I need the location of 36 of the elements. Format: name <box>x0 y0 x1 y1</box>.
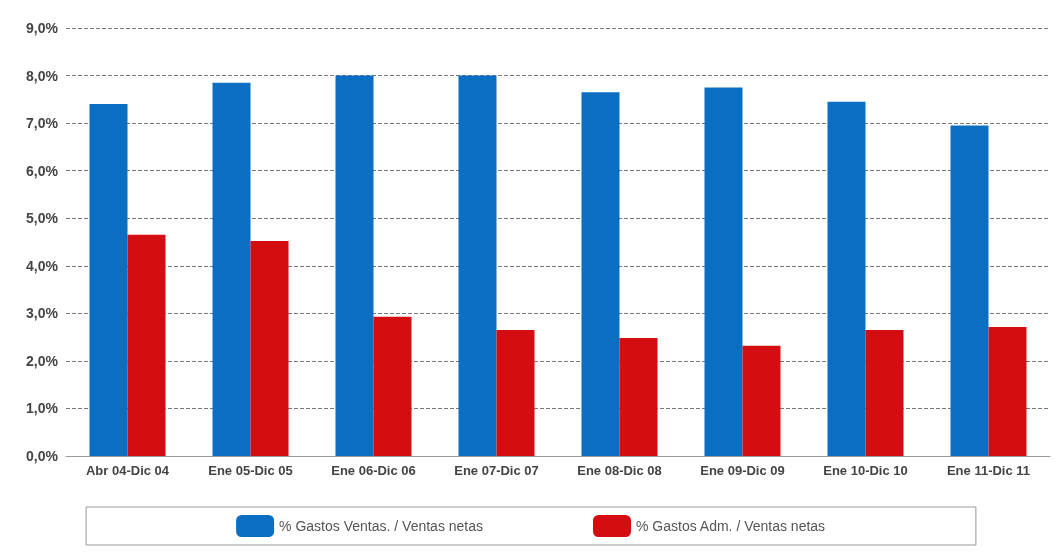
bar <box>742 345 781 456</box>
y-tick-label: 1,0% <box>26 400 59 417</box>
y-tick-label: 0,0% <box>26 448 59 464</box>
bar <box>127 234 166 456</box>
bar <box>619 338 658 456</box>
x-tick-label: Ene 05-Dic 05 <box>208 463 293 478</box>
x-tick-label: Ene 07-Dic 07 <box>454 463 539 478</box>
bar <box>950 125 989 456</box>
bar <box>373 316 412 456</box>
bar <box>335 75 374 456</box>
y-tick-label: 8,0% <box>26 67 59 84</box>
x-tick-label: Abr 04-Dic 04 <box>85 463 170 478</box>
x-tick-label: Ene 08-Dic 08 <box>577 463 662 478</box>
legend-label: % Gastos Adm. / Ventas netas <box>636 518 826 534</box>
bar <box>865 329 904 456</box>
y-tick-label: 9,0% <box>26 20 59 36</box>
y-tick-label: 7,0% <box>26 115 59 132</box>
x-tick-label: Ene 09-Dic 09 <box>700 463 785 478</box>
x-tick-label: Ene 06-Dic 06 <box>331 463 416 478</box>
bar <box>827 101 866 456</box>
bar <box>250 241 289 456</box>
bar <box>212 82 251 456</box>
bar <box>496 329 535 456</box>
y-tick-label: 3,0% <box>26 305 59 322</box>
bar <box>581 92 620 456</box>
y-tick-label: 2,0% <box>26 352 59 369</box>
bar <box>704 87 743 456</box>
bar <box>988 327 1027 456</box>
bar <box>458 75 497 456</box>
y-tick-label: 6,0% <box>26 162 59 179</box>
legend-label: % Gastos Ventas. / Ventas netas <box>279 518 484 534</box>
y-tick-label: 4,0% <box>26 257 59 274</box>
bar <box>89 104 128 456</box>
x-tick-label: Ene 10-Dic 10 <box>823 463 908 478</box>
y-tick-label: 5,0% <box>26 210 59 227</box>
x-tick-label: Ene 11-Dic 11 <box>946 463 1031 478</box>
